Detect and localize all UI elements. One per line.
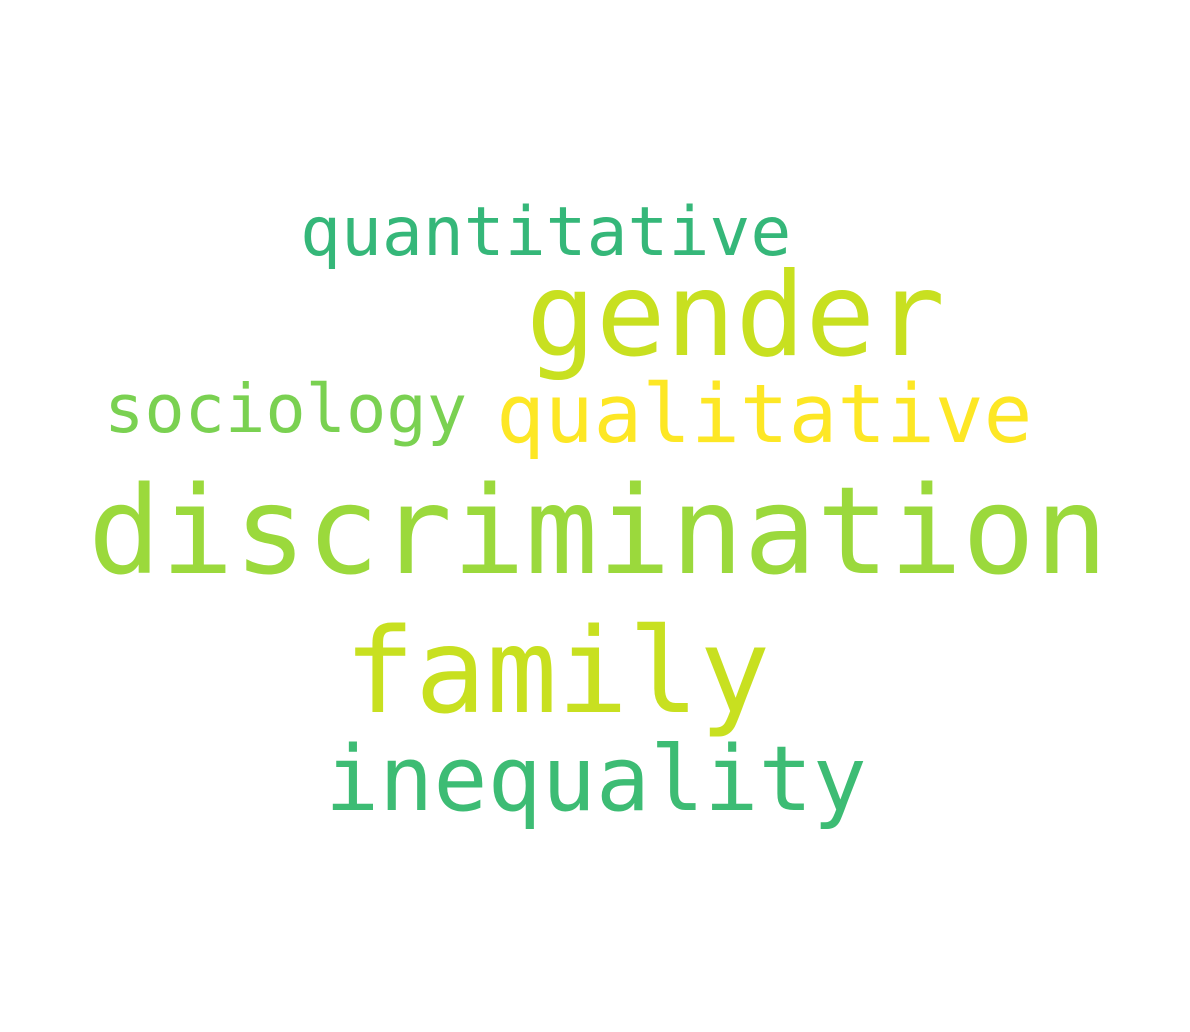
word: qualitative (496, 368, 1032, 462)
word: family (344, 602, 770, 740)
word: inequality (325, 727, 867, 832)
word: sociology (104, 370, 467, 448)
word: gender (526, 248, 945, 383)
word: discrimination (88, 461, 1108, 602)
word: quantitative (300, 193, 791, 272)
